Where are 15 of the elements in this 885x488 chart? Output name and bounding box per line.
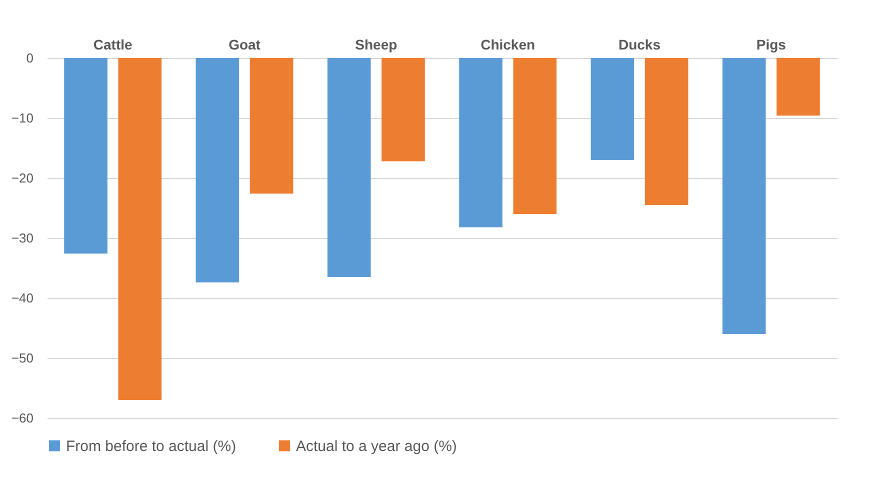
x-tick-label: Ducks <box>618 36 661 52</box>
y-tick-label: −20 <box>11 170 34 186</box>
x-tick-label: Goat <box>228 36 261 52</box>
x-tick-label: Pigs <box>756 36 786 52</box>
x-tick-label: Cattle <box>93 36 132 52</box>
y-tick-label: −10 <box>11 110 34 126</box>
y-tick-label: −30 <box>11 230 34 246</box>
legend-label: Actual to a year ago (%) <box>296 438 457 455</box>
legend-label: From before to actual (%) <box>66 438 236 455</box>
y-tick-label: −60 <box>11 410 34 426</box>
x-tick-label: Sheep <box>355 36 398 52</box>
x-tick-label: Chicken <box>480 36 536 52</box>
y-tick-label: −50 <box>11 350 34 366</box>
y-tick-label: −40 <box>11 290 34 306</box>
y-tick-label: 0 <box>26 50 34 66</box>
